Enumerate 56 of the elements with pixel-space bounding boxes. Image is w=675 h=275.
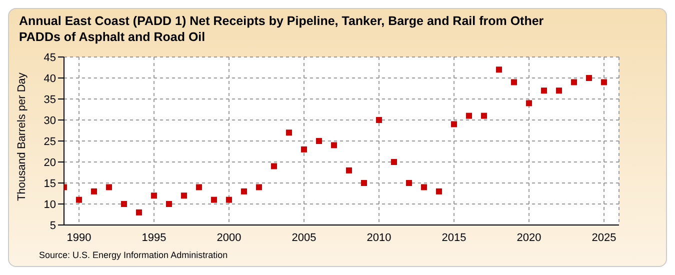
point — [361, 180, 367, 186]
point — [106, 184, 112, 190]
point — [196, 184, 202, 190]
y-tick-label: 45 — [44, 52, 56, 64]
point — [466, 112, 472, 119]
point — [526, 100, 532, 106]
source-note: Source: U.S. Energy Information Administration — [39, 250, 228, 260]
y-tick-label: 35 — [44, 94, 56, 106]
point — [376, 117, 382, 123]
point — [436, 188, 442, 194]
point — [511, 79, 517, 86]
x-tick-label: 2025 — [592, 232, 616, 244]
point — [301, 146, 307, 152]
x-tick-label: 2020 — [516, 232, 542, 244]
point — [481, 112, 487, 119]
point — [391, 159, 397, 165]
point — [586, 75, 592, 81]
y-tick-label: 10 — [44, 198, 56, 211]
point — [226, 196, 232, 203]
point — [121, 201, 127, 207]
x-tick-label: 2000 — [216, 232, 242, 244]
x-tick-label: 1995 — [142, 232, 166, 244]
y-axis-title: Thousand Barrels per Day — [16, 72, 28, 201]
y-tick-label: 20 — [44, 156, 56, 169]
point — [211, 196, 217, 203]
x-tick-label: 1990 — [66, 232, 92, 244]
x-tick-label: 2015 — [442, 232, 466, 244]
point — [136, 209, 142, 216]
chart-title: Annual East Coast (PADD 1) Net Receipts by Pipeline, Tanker, Barge and Rail from Other PADDs of Asphalt and Road Oil — [19, 13, 545, 45]
point — [496, 66, 502, 73]
y-tick-label: 40 — [44, 72, 56, 85]
point — [76, 196, 82, 203]
point — [181, 192, 187, 199]
point — [346, 167, 352, 174]
point — [601, 79, 607, 86]
point — [406, 180, 412, 186]
y-tick-label: 5 — [50, 220, 56, 232]
point — [421, 184, 427, 190]
point — [241, 188, 247, 194]
point — [541, 88, 547, 94]
point — [571, 79, 577, 86]
point — [451, 121, 457, 128]
point — [286, 130, 292, 136]
point — [91, 188, 97, 194]
point — [271, 163, 277, 170]
point — [151, 192, 157, 199]
point — [166, 201, 172, 207]
point — [316, 138, 322, 144]
point — [256, 184, 262, 190]
y-tick-label: 15 — [44, 178, 56, 190]
x-tick-label: 2010 — [366, 232, 392, 244]
point — [556, 88, 562, 94]
x-tick-label: 2005 — [292, 232, 316, 244]
y-tick-label: 25 — [44, 136, 56, 148]
y-tick-label: 30 — [44, 114, 56, 127]
point — [331, 142, 337, 148]
